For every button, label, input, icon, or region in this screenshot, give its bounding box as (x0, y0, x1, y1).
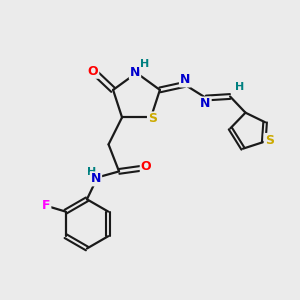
Text: N: N (91, 172, 101, 185)
Text: N: N (180, 74, 190, 86)
Text: O: O (88, 65, 98, 78)
Text: N: N (200, 98, 211, 110)
Text: H: H (140, 59, 149, 69)
Text: N: N (130, 66, 140, 79)
Text: S: S (265, 134, 274, 147)
Text: F: F (42, 199, 50, 212)
Text: H: H (235, 82, 244, 92)
Text: O: O (141, 160, 152, 173)
Text: S: S (148, 112, 157, 125)
Text: H: H (87, 167, 97, 177)
